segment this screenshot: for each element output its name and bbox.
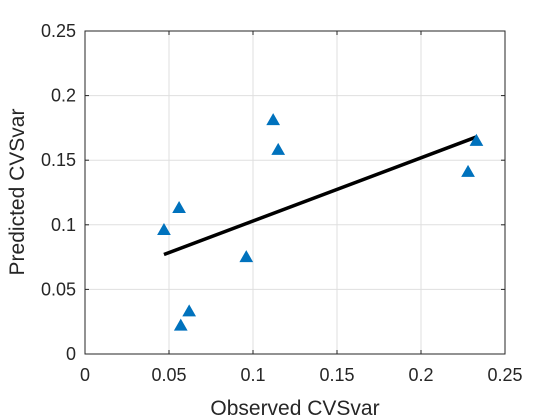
y-tick-label: 0.05 bbox=[41, 279, 76, 299]
plot-frame bbox=[84, 30, 506, 355]
data-point-triangle bbox=[271, 142, 286, 155]
x-tick-label: 0.2 bbox=[408, 365, 433, 385]
data-point-triangle bbox=[157, 222, 171, 235]
x-tick-label: 0.1 bbox=[240, 365, 265, 385]
y-axis-ticks: 0 0.05 0.1 0.15 0.2 0.25 bbox=[41, 21, 505, 364]
x-axis-label: Observed CVSvar bbox=[210, 397, 379, 420]
data-point-triangle bbox=[461, 164, 475, 177]
data-point-triangle bbox=[239, 250, 254, 263]
data-points bbox=[157, 113, 484, 331]
x-tick-label: 0 bbox=[80, 365, 90, 385]
x-axis-ticks: 0 0.05 0.1 0.15 0.2 0.25 bbox=[80, 31, 523, 385]
y-tick-label: 0.15 bbox=[41, 150, 76, 170]
y-tick-label: 0 bbox=[66, 344, 76, 364]
y-tick-label: 0.25 bbox=[41, 21, 76, 41]
fit-line-layer bbox=[163, 135, 478, 257]
data-point-triangle bbox=[172, 200, 186, 214]
x-tick-label: 0.05 bbox=[151, 365, 186, 385]
data-point-triangle bbox=[182, 304, 197, 317]
axes bbox=[84, 30, 506, 355]
x-tick-label: 0.15 bbox=[319, 365, 354, 385]
plot-area bbox=[85, 31, 505, 354]
data-point-triangle bbox=[173, 318, 188, 331]
data-point-triangle bbox=[266, 113, 281, 126]
x-tick-label: 0.25 bbox=[487, 365, 522, 385]
y-tick-label: 0.2 bbox=[51, 86, 76, 106]
fit-line bbox=[163, 135, 478, 257]
y-tick-label: 0.1 bbox=[51, 215, 76, 235]
y-axis-label: Predicted CVSvar bbox=[6, 109, 29, 276]
data-point-triangle bbox=[469, 133, 484, 146]
grid-lines bbox=[84, 30, 506, 355]
